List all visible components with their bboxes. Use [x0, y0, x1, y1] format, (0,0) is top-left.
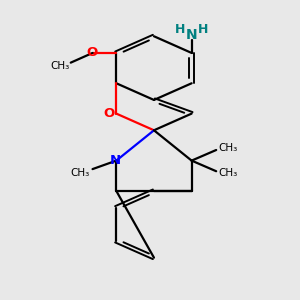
Text: N: N	[110, 154, 121, 166]
Text: H: H	[197, 23, 208, 36]
Text: CH₃: CH₃	[70, 168, 89, 178]
Text: CH₃: CH₃	[50, 61, 69, 71]
Text: N: N	[186, 28, 197, 42]
Text: H: H	[175, 23, 186, 36]
Text: O: O	[103, 107, 115, 120]
Text: CH₃: CH₃	[218, 168, 238, 178]
Text: O: O	[86, 46, 98, 59]
Text: CH₃: CH₃	[218, 143, 238, 154]
